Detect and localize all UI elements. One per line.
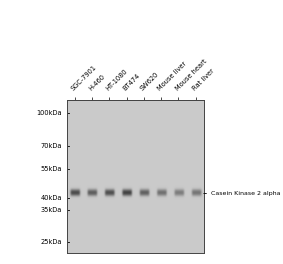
Text: Casein Kinase 2 alpha (CSNK2A1): Casein Kinase 2 alpha (CSNK2A1) [211, 191, 283, 196]
Text: 55kDa: 55kDa [41, 166, 62, 172]
Text: 35kDa: 35kDa [41, 208, 62, 214]
Text: 25kDa: 25kDa [41, 239, 62, 245]
Text: 70kDa: 70kDa [41, 143, 62, 149]
Text: 100kDa: 100kDa [37, 110, 62, 116]
Text: 40kDa: 40kDa [41, 195, 62, 201]
